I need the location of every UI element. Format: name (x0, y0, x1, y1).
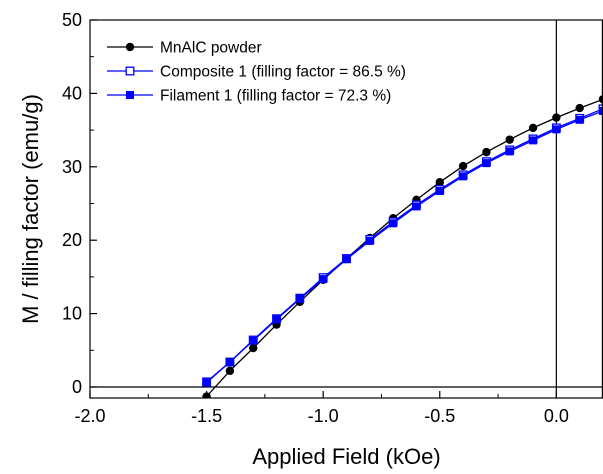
y-tick-label: 30 (62, 157, 82, 177)
data-point (319, 275, 328, 284)
legend-marker (125, 42, 135, 52)
data-point (459, 172, 468, 181)
data-point (412, 202, 421, 211)
series-1 (202, 95, 603, 398)
data-point (482, 147, 491, 157)
y-tick-label: 0 (72, 377, 82, 397)
data-point (505, 135, 514, 144)
data-point (482, 159, 491, 168)
series-line (206, 108, 603, 383)
y-tick-label: 50 (62, 10, 82, 30)
legend-label: Filament 1 (filling factor = 72.3 %) (160, 88, 391, 105)
data-point (295, 294, 304, 303)
data-point (552, 113, 561, 122)
data-point (365, 236, 374, 245)
x-tick-label: 0.0 (544, 406, 569, 426)
data-point (202, 378, 211, 387)
data-point (249, 336, 258, 345)
y-tick-label: 20 (62, 230, 82, 250)
data-point (552, 125, 561, 134)
data-point (458, 161, 468, 171)
legend-label: Composite 1 (filling factor = 86.5 %) (160, 64, 406, 81)
data-point (599, 107, 603, 116)
data-point (225, 358, 234, 367)
legend-marker (125, 66, 135, 76)
series-line (206, 98, 603, 397)
data-point (342, 255, 351, 264)
data-point (505, 147, 514, 156)
x-tick-label: -2.0 (74, 406, 105, 426)
data-point (528, 123, 538, 133)
data-point (389, 219, 398, 228)
data-point (225, 366, 235, 376)
legend-label: MnAlC powder (160, 40, 262, 57)
x-tick-label: -1.5 (191, 406, 222, 426)
data-point (249, 343, 258, 353)
x-tick-label: -0.5 (424, 406, 455, 426)
data-point (575, 115, 584, 124)
legend-item: Filament 1 (filling factor = 72.3 %) (107, 88, 391, 105)
legend-item: MnAlC powder (107, 40, 262, 57)
reference-lines (90, 20, 603, 398)
series-line (206, 110, 603, 384)
legend-item: Composite 1 (filling factor = 86.5 %) (107, 64, 406, 81)
series-3 (202, 107, 603, 387)
y-tick-label: 40 (62, 83, 82, 103)
x-axis: -2.0 -1.5 -1.0 -0.5 0.0 (74, 391, 569, 426)
series-2 (202, 104, 603, 387)
legend: MnAlC powder Composite 1 (filling factor … (107, 40, 406, 105)
data-point (575, 103, 584, 113)
x-tick-label: -1.0 (308, 406, 339, 426)
y-tick-label: 10 (62, 304, 82, 324)
series-layer (202, 95, 603, 398)
data-point (529, 136, 538, 145)
x-axis-title: Applied Field (kOe) (252, 444, 440, 469)
y-axis: 0 10 20 30 40 50 (62, 10, 97, 397)
legend-marker (126, 91, 134, 99)
data-point (435, 187, 444, 196)
data-point (435, 178, 444, 187)
y-axis-title: M / filling factor (emu/g) (18, 94, 43, 324)
plot-frame (89, 19, 603, 399)
data-point (272, 315, 281, 324)
